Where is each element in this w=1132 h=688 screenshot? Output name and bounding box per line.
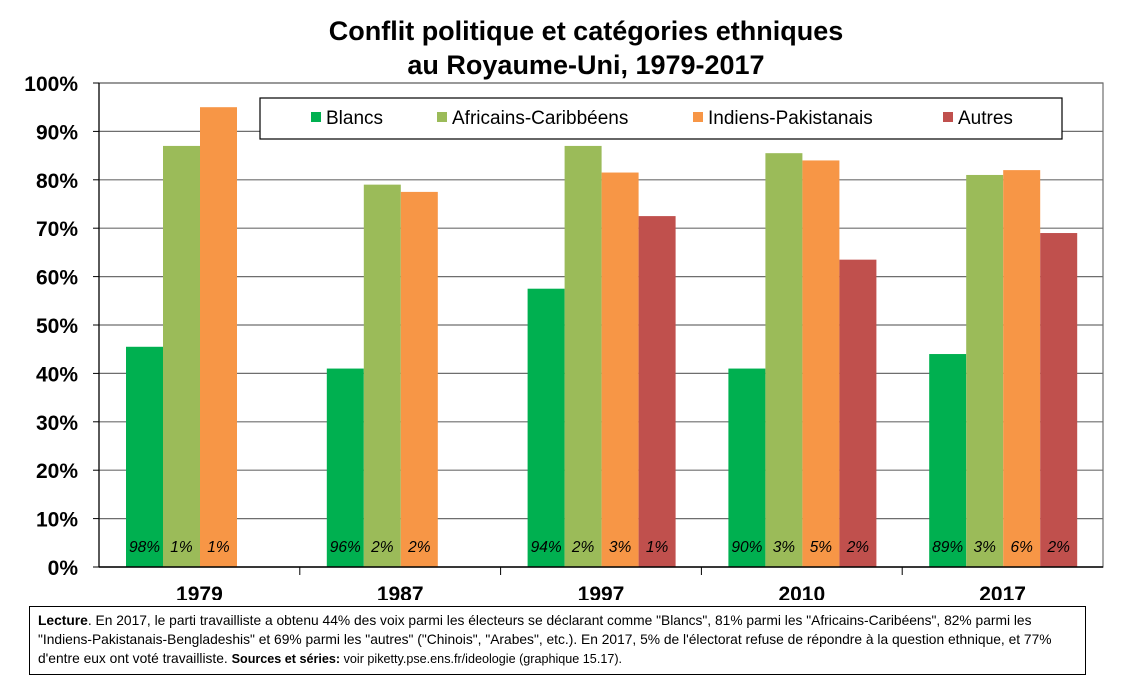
legend-label: Blancs — [326, 108, 383, 129]
bar — [326, 368, 364, 567]
note-sources-text: voir piketty.pse.ens.fr/ideologie (graph… — [340, 652, 623, 666]
share-label: 90% — [731, 539, 762, 556]
bar — [601, 172, 639, 568]
bar — [765, 153, 803, 567]
y-tick-label: 90% — [36, 121, 78, 144]
y-tick-label: 100% — [24, 73, 78, 96]
bar — [527, 288, 565, 567]
share-label: 6% — [1010, 539, 1033, 556]
share-label: 1% — [170, 539, 193, 556]
y-tick-label: 10% — [36, 509, 78, 532]
x-tick-label: 2010 — [778, 583, 825, 600]
share-label: 1% — [646, 539, 669, 556]
share-label: 5% — [810, 539, 833, 556]
x-tick-label: 2017 — [979, 583, 1026, 600]
note-lecture-text: . En 2017, le parti travailliste a obten… — [38, 613, 1052, 666]
legend-swatch — [437, 112, 447, 122]
y-tick-label: 20% — [36, 460, 78, 483]
y-tick-label: 50% — [36, 315, 78, 338]
bar — [638, 216, 676, 567]
chart-title: Conflit politique et catégories ethnique… — [0, 14, 1132, 82]
chart-title-line-1: Conflit politique et catégories ethnique… — [328, 16, 844, 46]
legend-label: Indiens-Pakistanais — [708, 108, 873, 129]
share-label: 96% — [330, 539, 361, 556]
share-labels: 98% 1% 1% 96% 2% 2% 94% 2% 3% 1% 90% 3% 5% 2% 89% 3% 6% 2… — [129, 539, 1070, 556]
bar — [929, 354, 967, 567]
share-label: 2% — [571, 539, 595, 556]
legend-label: Africains-Caribbéens — [452, 108, 628, 129]
bar — [839, 259, 877, 567]
x-tick-label: 1997 — [578, 583, 625, 600]
reading-note: Lecture. En 2017, le parti travailliste … — [29, 606, 1086, 675]
share-label: 89% — [932, 539, 963, 556]
share-label: 2% — [407, 539, 431, 556]
share-label: 94% — [531, 539, 562, 556]
bar — [200, 107, 237, 567]
legend-label: Autres — [958, 108, 1013, 129]
legend-swatch — [311, 112, 321, 122]
legend-box — [259, 97, 1063, 140]
x-tick-label: 1979 — [176, 583, 223, 600]
bar — [126, 346, 163, 567]
bar — [1040, 233, 1078, 568]
bars — [126, 107, 1078, 568]
legend-swatch — [943, 112, 953, 122]
legend-swatch — [693, 112, 703, 122]
chart-title-line-2: au Royaume-Uni, 1979-2017 — [407, 50, 765, 80]
bar-chart: 0% 10% 20% 30% 40% 50% 60% 70% 80% 90% 100% 98% 1% 1… — [24, 73, 1104, 600]
share-label: 3% — [609, 539, 632, 556]
y-tick-label: 60% — [36, 267, 78, 290]
bar — [564, 145, 602, 568]
share-label: 2% — [1046, 539, 1070, 556]
bar — [802, 160, 840, 567]
x-tick-label: 1987 — [377, 583, 424, 600]
share-label: 3% — [973, 539, 996, 556]
y-tick-label: 0% — [48, 557, 79, 580]
y-tick-label: 30% — [36, 412, 78, 435]
share-label: 98% — [129, 539, 160, 556]
y-axis: 0% 10% 20% 30% 40% 50% 60% 70% 80% 90% 100% — [24, 73, 100, 580]
legend: Blancs Africains-Caribbéens Indiens-Pakist… — [259, 97, 1063, 140]
y-tick-label: 40% — [36, 363, 78, 386]
note-sources-label: Sources et séries: — [231, 652, 341, 666]
bar — [163, 145, 200, 568]
share-label: 2% — [846, 539, 870, 556]
bar — [400, 191, 438, 567]
share-label: 1% — [207, 539, 230, 556]
x-axis: 1979 1987 1997 2010 2017 — [99, 566, 1103, 600]
bar — [966, 174, 1004, 567]
bar — [1003, 170, 1041, 567]
bar — [728, 368, 766, 567]
y-tick-label: 70% — [36, 218, 78, 241]
y-tick-label: 80% — [36, 170, 78, 193]
share-label: 2% — [370, 539, 394, 556]
note-lecture-label: Lecture — [38, 613, 88, 628]
share-label: 3% — [773, 539, 796, 556]
bar — [363, 184, 401, 567]
